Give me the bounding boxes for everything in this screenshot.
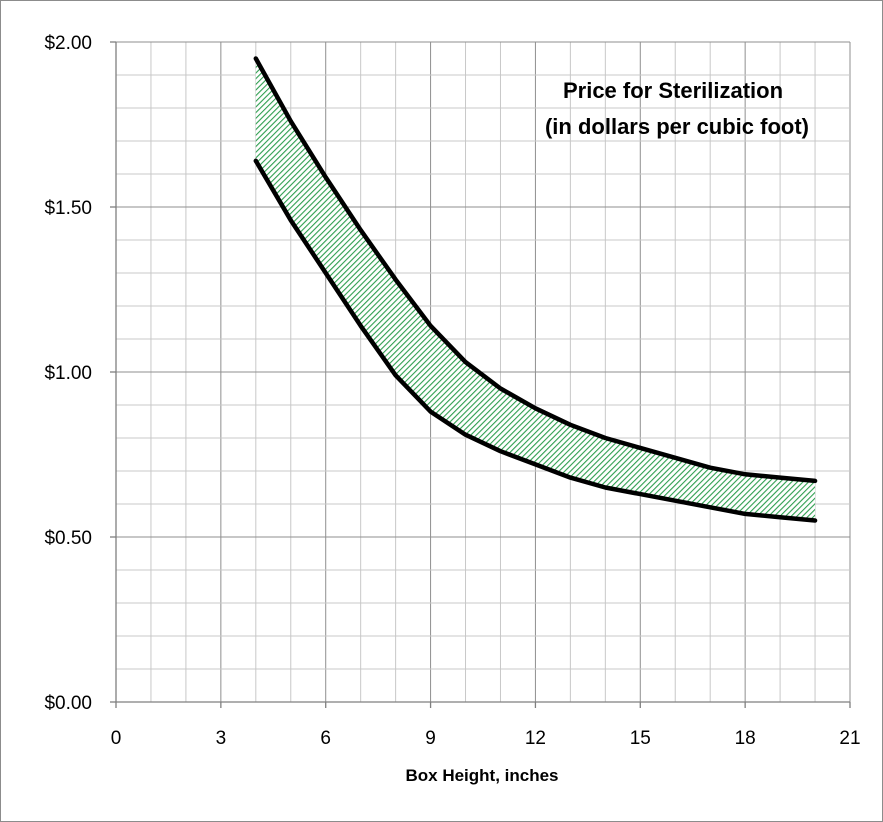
- x-tick-label: 6: [320, 728, 331, 749]
- y-tick-label: $1.50: [44, 198, 92, 219]
- x-tick-label: 18: [735, 728, 756, 749]
- x-tick-label: 3: [216, 728, 227, 749]
- grid: [115, 41, 851, 703]
- tick-labels: 0 3 6 9 12 15 18 21 $0.00 $0.50 $1.00 $1.50 $2.00: [44, 33, 860, 749]
- x-tick-label: 12: [525, 728, 546, 749]
- x-tick-label: 9: [425, 728, 436, 749]
- x-tick-label: 15: [630, 728, 651, 749]
- lower-price-line: [253, 158, 818, 523]
- x-tick-label: 0: [111, 728, 122, 749]
- y-tick-label: $0.50: [44, 528, 92, 549]
- y-tick-label: $2.00: [44, 33, 92, 54]
- chart-title-line-1: Price for Sterilization: [563, 78, 783, 103]
- band-fill-area: [255, 58, 816, 521]
- chart-title-line-2: (in dollars per cubic foot): [545, 114, 809, 139]
- x-axis-label: Box Height, inches: [405, 766, 558, 785]
- price-band: [253, 56, 818, 523]
- axes: [110, 41, 851, 708]
- y-tick-label: $1.00: [44, 363, 92, 384]
- upper-price-line: [253, 56, 818, 484]
- x-tick-label: 21: [839, 728, 860, 749]
- y-tick-label: $0.00: [44, 693, 92, 714]
